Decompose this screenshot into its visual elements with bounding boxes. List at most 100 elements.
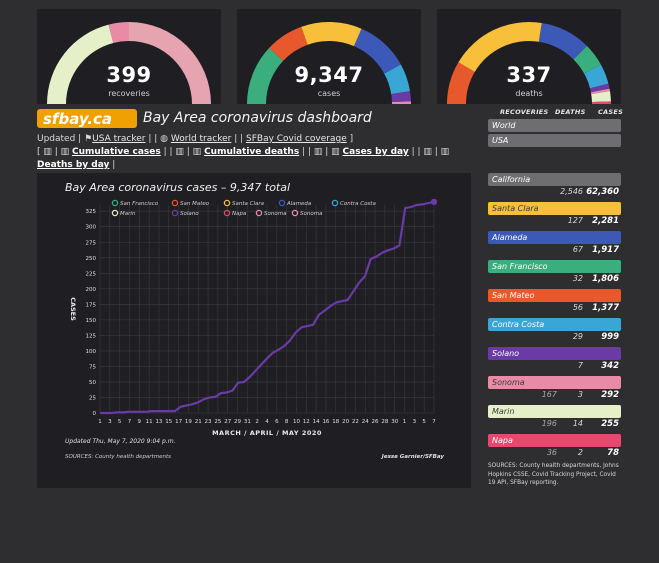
col-cases: CASES [598,108,624,116]
gauge-segment [108,22,129,43]
cases-chart: 1 3 5 7 9 11 13 15 17 19 21 23 25 27 29 31 2 4 6 8 10 12 14 16 1… [65,198,444,460]
y-tick-label: 175 [86,302,97,308]
cumulative-cases-link[interactable]: Cumulative cases [72,147,161,157]
flag-icon: ⚑ [84,134,93,144]
gauge-segment [247,47,284,104]
x-tick-label: 12 [303,419,310,425]
region-bar-alameda[interactable]: Alameda [488,231,621,244]
region-bar-contra-costa[interactable]: Contra Costa [488,318,621,331]
logo-text: sfbay.ca [43,110,112,128]
cumulative-deaths-link[interactable]: Cumulative deaths [204,147,300,157]
region-values: 167 3 292 [488,389,621,401]
legend-label: Alameda [286,201,312,207]
series-line-cases [100,200,435,415]
gauge-segment [591,101,611,104]
y-tick-label: 275 [86,240,97,246]
chart-icon: ▥ [175,147,184,157]
region-deaths: 29 [572,332,583,341]
updated-label: Updated [37,134,76,144]
region-bar-san-francisco[interactable]: San Francisco [488,260,621,273]
legend-swatch [111,199,119,207]
chart-title: Bay Area coronavirus cases – 9,347 total [65,181,291,194]
chart-icon: ▥ [43,147,52,157]
chart-icon: ▥ [331,147,340,157]
region-bar-marin[interactable]: Marin [488,405,621,418]
legend-swatch [223,199,231,207]
legend-label: Marin [120,211,136,217]
region-deaths: 32 [572,274,583,283]
x-tick-label: 7 [432,419,436,425]
region-deaths: 127 [567,216,583,225]
usa-tracker-link[interactable]: USA tracker [92,134,146,144]
y-tick-label: 225 [86,271,97,277]
legend-swatch [223,209,231,217]
x-tick-label: 23 [205,419,212,425]
header-links: Updated | ⚑USA tracker | | ◍ World track… [37,134,450,183]
y-tick-label: 250 [86,256,97,262]
gauge-cases-label: cases [317,89,341,98]
region-cases: 1,917 [592,245,619,255]
gauge-segment [573,46,601,74]
col-recoveries: RECOVERIES [500,108,549,116]
region-cases: 255 [601,419,619,429]
y-tick-label: 50 [89,380,96,386]
gauge-recoveries-label: recoveries [108,89,150,98]
region-cases: 1,806 [592,274,619,284]
series-end-point [430,198,438,206]
gauge-segment [384,64,410,95]
y-tick-label: 75 [89,364,96,370]
gauge-deaths: 337 deaths [437,9,621,104]
region-bar-california[interactable]: California [488,173,621,186]
x-tick-label: 17 [175,419,182,425]
sources-text: SOURCES: County health departments, John… [488,463,619,486]
deaths-by-day-link[interactable]: Deaths by day [37,160,110,170]
region-usa[interactable]: USA [488,134,621,147]
y-tick-label: 325 [86,209,97,215]
gauge-cases-value: 9,347 [294,63,364,87]
region-bar-san-mateo[interactable]: San Mateo [488,289,621,302]
gauge-segment [584,64,609,89]
x-tick-label: 29 [234,419,241,425]
region-recoveries: 36 [546,448,557,457]
x-tick-label: 3 [413,419,417,425]
region-bar-sonoma[interactable]: Sonoma [488,376,621,389]
chart-icon: ▥ [60,147,70,157]
region-cases: 292 [601,390,619,400]
gauge-segment [590,88,610,95]
x-tick-label: 6 [275,419,279,425]
x-tick-label: 11 [146,419,153,425]
gauge-deaths-arc [447,22,611,104]
legend-label: San Francisco [120,201,159,207]
cases-by-day-link[interactable]: Cases by day [342,147,409,157]
gauge-segment [591,91,611,103]
world-tracker-link[interactable]: World tracker [170,134,232,144]
region-deaths: 56 [572,303,583,312]
x-tick-label: 21 [195,419,202,425]
y-tick-label: 0 [93,411,97,417]
gauge-cases: 9,347 cases [237,9,421,104]
legend-swatch [291,209,299,217]
region-values: 56 1,377 [488,302,621,314]
x-tick-label: 18 [332,419,339,425]
x-tick-label: 27 [224,419,231,425]
legend-label: Napa [232,211,247,217]
region-bar-solano[interactable]: Solano [488,347,621,360]
sfbay-logo[interactable]: sfbay.ca [37,108,137,129]
updated-note: Updated Thu, May 7, 2020 9:04 p.m. [65,438,176,445]
x-tick-label: 14 [313,419,320,425]
gauge-segment [354,28,401,74]
x-tick-label: 1 [98,419,102,425]
region-cases: 62,360 [586,187,619,197]
region-world[interactable]: World [488,119,621,132]
region-recoveries: 167 [541,390,557,399]
sfbay-coverage-link[interactable]: SFBay Covid coverage [246,134,347,144]
gauge-segment [301,22,362,47]
legend-swatch [171,209,179,217]
region-bar-napa[interactable]: Napa [488,434,621,447]
x-tick-label: 19 [185,419,192,425]
region-bar-santa-clara[interactable]: Santa Clara [488,202,621,215]
y-tick-label: 100 [86,349,97,355]
region-deaths: 67 [572,245,583,254]
legend-label: Santa Clara [232,201,265,207]
legend-label: Contra Costa [340,201,376,207]
